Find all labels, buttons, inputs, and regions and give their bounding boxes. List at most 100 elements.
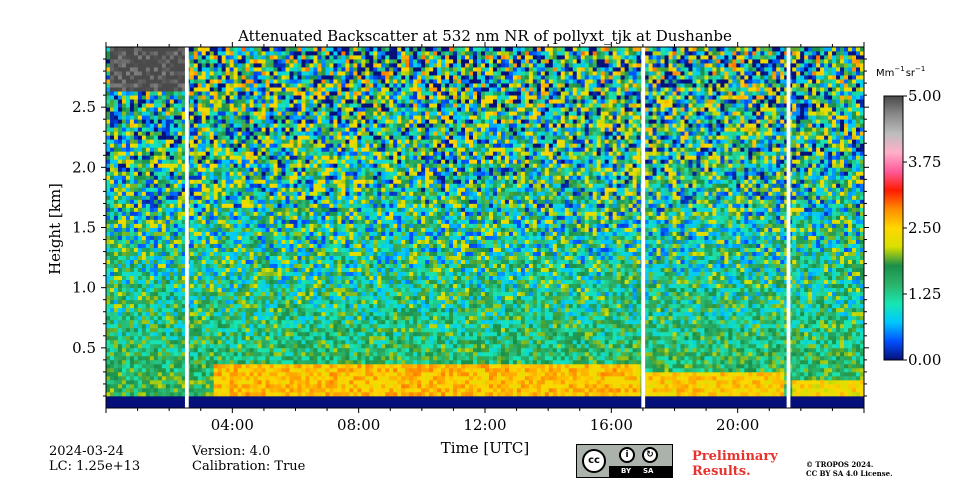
heatmap-cell — [321, 319, 326, 325]
heatmap-cell — [301, 343, 306, 349]
heatmap-cell — [225, 91, 231, 96]
heatmap-cell — [177, 215, 183, 220]
heatmap-cell — [253, 191, 258, 196]
heatmap-cell — [261, 315, 266, 321]
heatmap-cell — [129, 47, 135, 52]
heatmap-cell — [121, 87, 127, 92]
heatmap-cell — [233, 235, 239, 240]
heatmap-cell — [201, 371, 207, 377]
heatmap-cell — [293, 259, 298, 264]
heatmap-cell — [121, 83, 127, 88]
heatmap-cell — [225, 103, 231, 108]
heatmap-cell — [153, 191, 159, 196]
heatmap-cell — [117, 247, 123, 252]
heatmap-cell — [169, 391, 175, 397]
heatmap-cell — [121, 171, 127, 176]
heatmap-cell — [121, 143, 127, 148]
heatmap-cell — [133, 99, 139, 104]
heatmap-cell — [145, 363, 151, 369]
heatmap-cell — [113, 127, 119, 132]
heatmap-cell — [153, 295, 159, 301]
heatmap-cell — [249, 207, 255, 212]
heatmap-cell — [181, 371, 187, 377]
heatmap-cell — [321, 283, 326, 289]
heatmap-cell — [161, 219, 167, 224]
heatmap-cell — [137, 103, 143, 108]
heatmap-cell — [165, 103, 171, 108]
heatmap-cell — [229, 79, 235, 84]
heatmap-cell — [289, 267, 294, 273]
heatmap-cell — [209, 223, 215, 228]
heatmap-cell — [165, 367, 171, 373]
heatmap-cell — [209, 331, 215, 337]
heatmap-cell — [157, 227, 163, 232]
heatmap-cell — [225, 151, 231, 156]
heatmap-cell — [265, 243, 270, 248]
heatmap-cell — [205, 227, 211, 232]
heatmap-cell — [137, 67, 143, 72]
heatmap-cell — [177, 227, 183, 232]
heatmap-cell — [241, 283, 247, 289]
heatmap-cell — [225, 135, 231, 140]
heatmap-cell — [261, 271, 266, 277]
heatmap-cell — [241, 307, 247, 313]
heatmap-cell — [281, 223, 286, 228]
heatmap-cell — [201, 159, 207, 164]
heatmap-cell — [261, 379, 266, 385]
heatmap-cell — [165, 159, 171, 164]
heatmap-cell — [205, 287, 211, 293]
heatmap-cell — [241, 259, 247, 264]
heatmap-cell — [273, 67, 278, 72]
heatmap-cell — [233, 195, 239, 200]
heatmap-cell — [201, 223, 207, 228]
heatmap-cell — [161, 403, 167, 408]
heatmap-cell — [189, 207, 195, 212]
heatmap-cell — [189, 203, 195, 208]
heatmap-cell — [149, 267, 155, 273]
heatmap-cell — [265, 267, 270, 273]
heatmap-cell — [229, 235, 235, 240]
heatmap-cell — [109, 279, 115, 285]
heatmap-cell — [309, 75, 314, 80]
heatmap-cell — [113, 251, 119, 256]
heatmap-cell — [137, 139, 143, 144]
heatmap-cell — [309, 71, 314, 76]
heatmap-cell — [249, 363, 255, 369]
heatmap-cell — [225, 83, 231, 88]
heatmap-cell — [253, 55, 258, 60]
heatmap-cell — [181, 111, 187, 116]
heatmap-cell — [321, 227, 326, 232]
heatmap-cell — [229, 343, 235, 349]
heatmap-cell — [133, 247, 139, 252]
heatmap-cell — [289, 207, 294, 212]
heatmap-cell — [173, 291, 179, 297]
heatmap-cell — [153, 327, 159, 333]
heatmap-cell — [113, 395, 119, 401]
heatmap-cell — [257, 203, 262, 208]
heatmap-cell — [106, 267, 111, 273]
heatmap-cell — [297, 103, 302, 108]
heatmap-cell — [265, 63, 270, 68]
heatmap-cell — [293, 327, 298, 333]
heatmap-cell — [165, 255, 171, 260]
heatmap-cell — [197, 119, 203, 124]
heatmap-cell — [165, 267, 171, 273]
heatmap-cell — [125, 199, 131, 204]
heatmap-cell — [265, 331, 270, 337]
heatmap-cell — [237, 235, 243, 240]
heatmap-cell — [133, 159, 139, 164]
heatmap-cell — [106, 83, 111, 88]
heatmap-cell — [245, 307, 251, 313]
heatmap-cell — [189, 211, 195, 216]
heatmap-cell — [177, 375, 183, 381]
heatmap-cell — [313, 51, 318, 56]
heatmap-cell — [221, 395, 227, 401]
heatmap-cell — [265, 51, 270, 56]
heatmap-cell — [325, 351, 330, 357]
heatmap-cell — [125, 223, 131, 228]
heatmap-cell — [325, 327, 330, 333]
heatmap-cell — [217, 403, 223, 408]
heatmap-cell — [133, 143, 139, 148]
heatmap-cell — [325, 363, 330, 369]
heatmap-cell — [145, 387, 151, 393]
